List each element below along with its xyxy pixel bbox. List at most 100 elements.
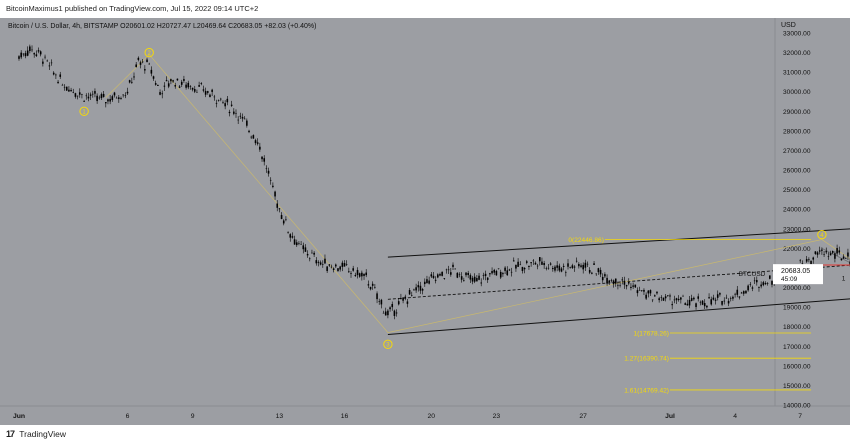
candle-body xyxy=(228,111,231,114)
legend-l-value: 20469.64 xyxy=(197,23,228,30)
candle-body xyxy=(20,52,22,58)
candle-body xyxy=(113,92,116,96)
candle-body xyxy=(204,91,207,95)
plot-background xyxy=(0,18,850,425)
candle-body xyxy=(617,284,619,286)
candle-body xyxy=(552,268,554,270)
x-tick-label: 7 xyxy=(798,413,802,420)
candle-body xyxy=(189,86,192,87)
candle-body xyxy=(115,97,118,99)
candle-body xyxy=(534,262,537,265)
candle-body xyxy=(766,283,769,284)
candle-body xyxy=(400,298,402,300)
candle-body xyxy=(493,269,496,273)
candle-body xyxy=(667,295,669,296)
candle-body xyxy=(725,297,728,299)
candle-body xyxy=(48,65,51,67)
candle-body xyxy=(747,285,749,291)
price-chart[interactable]: Bitcoin / U.S. Dollar, 4h, BITSTAMP O206… xyxy=(0,18,850,425)
candle-body xyxy=(315,260,318,264)
x-tick-label: Jun xyxy=(13,413,25,420)
candle-body xyxy=(374,287,376,288)
candle-body xyxy=(638,290,641,291)
candle-body xyxy=(708,297,710,299)
candle-body xyxy=(89,94,92,96)
candle-body xyxy=(335,264,337,267)
candle-body xyxy=(220,98,222,100)
candle-body xyxy=(753,280,756,282)
candle-body xyxy=(183,79,185,81)
candle-body xyxy=(150,69,153,74)
candle-body xyxy=(515,264,517,269)
candle-body xyxy=(267,170,270,174)
candle-body xyxy=(686,303,689,306)
candle-body xyxy=(211,89,213,92)
legend-o-label: O xyxy=(120,23,126,30)
candle-body xyxy=(252,135,255,139)
candle-body xyxy=(441,271,443,276)
legend-change: +82.03 (+0.40%) xyxy=(264,23,316,30)
candle-body xyxy=(495,271,498,276)
candle-body xyxy=(61,84,64,86)
tradingview-brand: TradingView xyxy=(19,429,67,439)
candle-body xyxy=(558,265,561,271)
wave-circle-label: 2 xyxy=(148,51,152,57)
candle-body xyxy=(478,275,480,280)
candle-body xyxy=(200,83,203,84)
candle-body xyxy=(684,303,686,305)
candle-body xyxy=(432,275,435,278)
candle-body xyxy=(831,251,834,253)
candle-body xyxy=(573,266,576,268)
candle-body xyxy=(723,300,726,302)
candle-body xyxy=(128,80,131,83)
candle-body xyxy=(196,91,198,93)
candle-body xyxy=(662,297,665,301)
candle-body xyxy=(721,301,723,305)
candle-body xyxy=(525,261,528,263)
currency-label: USD xyxy=(781,22,796,29)
candle-body xyxy=(176,78,179,81)
candle-body xyxy=(699,301,702,303)
legend-c-value: 20683.05 xyxy=(233,23,264,30)
candle-body xyxy=(489,273,491,275)
candle-body xyxy=(758,286,760,288)
x-tick-label: 6 xyxy=(126,413,130,420)
candle-body xyxy=(137,57,140,60)
candle-body xyxy=(406,301,409,304)
wave-circle-label: 3 xyxy=(386,343,390,349)
candle-body xyxy=(50,62,53,64)
candle-body xyxy=(413,289,415,291)
candle-body xyxy=(98,97,101,99)
candle-body xyxy=(599,269,602,275)
candle-body xyxy=(42,61,44,64)
candle-body xyxy=(109,98,111,102)
candle-body xyxy=(760,284,762,287)
candle-body xyxy=(170,79,172,82)
y-tick-label: 20000.00 xyxy=(783,285,811,292)
candle-body xyxy=(588,269,591,273)
candle-body xyxy=(532,260,535,262)
legend-c-label: C xyxy=(228,23,233,30)
candle-body xyxy=(371,283,374,286)
fib-label: 1(17678.26) xyxy=(633,330,669,337)
candle-body xyxy=(250,136,252,138)
candle-body xyxy=(645,294,647,299)
y-tick-label: 19000.00 xyxy=(783,305,811,312)
candle-body xyxy=(404,296,407,299)
candle-body xyxy=(736,289,739,295)
candle-body xyxy=(291,236,294,238)
candle-body xyxy=(46,60,49,62)
y-tick-label: 25000.00 xyxy=(783,187,811,194)
candle-body xyxy=(24,53,27,57)
candle-body xyxy=(246,120,248,126)
candle-body xyxy=(595,273,598,275)
candle-body xyxy=(263,158,266,162)
y-tick-label: 32000.00 xyxy=(783,50,811,57)
candle-body xyxy=(222,102,224,104)
candle-body xyxy=(640,290,643,291)
candle-body xyxy=(745,290,747,294)
candle-body xyxy=(801,263,804,265)
candle-body xyxy=(437,274,439,278)
candle-body xyxy=(361,272,363,277)
candle-body xyxy=(148,63,150,65)
